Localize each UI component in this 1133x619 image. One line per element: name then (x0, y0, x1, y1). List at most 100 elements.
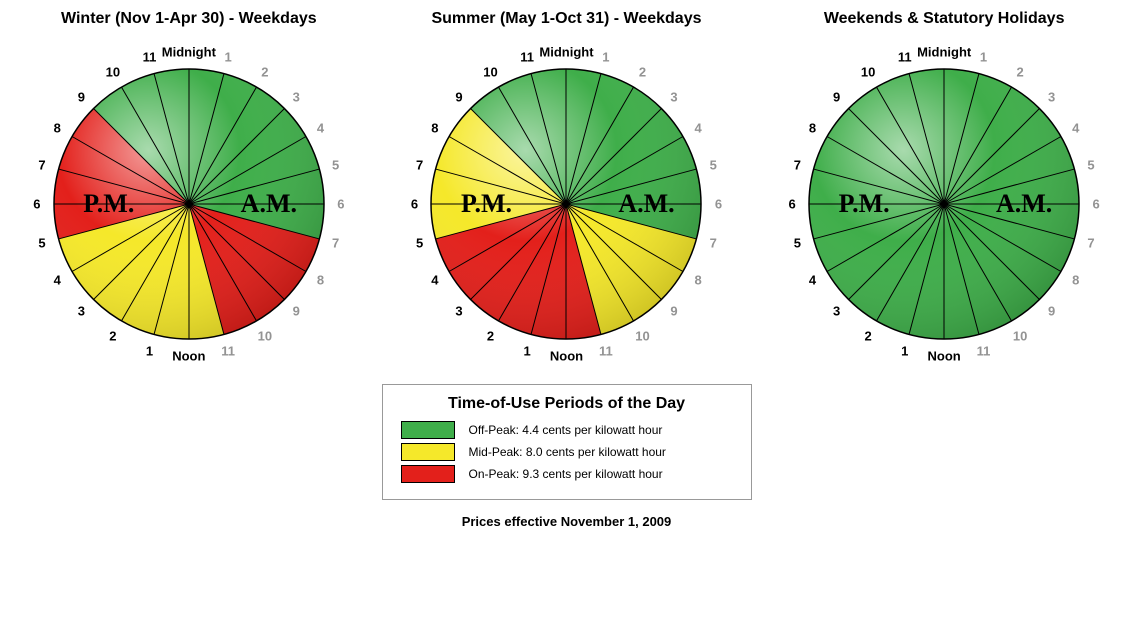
hour-label: 2 (109, 328, 116, 343)
hour-label: 10 (106, 65, 120, 80)
hour-label: 5 (332, 157, 339, 172)
pm-label: P.M. (461, 189, 512, 219)
clock-column: Weekends & Statutory Holidays Midnight 1 2 3… (764, 10, 1124, 374)
legend-swatch (401, 421, 455, 439)
hour-label: Midnight (539, 45, 593, 60)
hour-label: 5 (38, 236, 45, 251)
hour-label: 4 (1072, 121, 1079, 136)
am-label: A.M. (241, 189, 297, 219)
legend-title: Time-of-Use Periods of the Day (401, 395, 733, 413)
hour-label: 8 (694, 273, 701, 288)
hour-label: 1 (901, 343, 908, 358)
pm-label: P.M. (839, 189, 890, 219)
hour-label: 4 (431, 273, 438, 288)
hour-label: 7 (332, 236, 339, 251)
hour-label: 10 (483, 65, 497, 80)
am-label: A.M. (618, 189, 674, 219)
legend-label: Off-Peak: 4.4 cents per kilowatt hour (469, 423, 663, 437)
hour-label: 1 (225, 50, 232, 65)
am-label: A.M. (996, 189, 1052, 219)
hour-label: 2 (487, 328, 494, 343)
hour-label: 7 (794, 157, 801, 172)
hour-label: 9 (78, 89, 85, 104)
hour-label: 4 (809, 273, 816, 288)
legend-rows: Off-Peak: 4.4 cents per kilowatt hour Mid… (401, 421, 733, 483)
hour-label: 8 (54, 121, 61, 136)
hour-label: 8 (1072, 273, 1079, 288)
hour-label: 6 (789, 197, 796, 212)
hour-label: 8 (809, 121, 816, 136)
clock-column: Winter (Nov 1-Apr 30) - Weekdays Midnight… (9, 10, 369, 374)
clocks-row: Winter (Nov 1-Apr 30) - Weekdays Midnight… (0, 10, 1133, 374)
hour-label: 6 (33, 197, 40, 212)
hour-label: 6 (1093, 197, 1100, 212)
hour-label: 9 (1048, 304, 1055, 319)
legend-swatch (401, 465, 455, 483)
hour-label: 1 (602, 50, 609, 65)
hour-label: 10 (258, 328, 272, 343)
hour-label: 1 (980, 50, 987, 65)
page: Winter (Nov 1-Apr 30) - Weekdays Midnight… (0, 0, 1133, 619)
hour-label: Noon (172, 349, 205, 364)
footer-note: Prices effective November 1, 2009 (0, 514, 1133, 529)
hour-label: 6 (411, 197, 418, 212)
hour-label: 7 (710, 236, 717, 251)
hour-label: 5 (794, 236, 801, 251)
hour-label: 2 (1017, 65, 1024, 80)
hour-label: 1 (524, 343, 531, 358)
hour-label: 4 (694, 121, 701, 136)
hour-label: 10 (1013, 328, 1027, 343)
hour-label: 2 (865, 328, 872, 343)
hour-label: 8 (317, 273, 324, 288)
legend-label: Mid-Peak: 8.0 cents per kilowatt hour (469, 445, 666, 459)
hour-label: 2 (639, 65, 646, 80)
hour-label: 11 (143, 50, 157, 65)
hour-label: 9 (293, 304, 300, 319)
legend-label: On-Peak: 9.3 cents per kilowatt hour (469, 467, 663, 481)
clock-title: Summer (May 1-Oct 31) - Weekdays (431, 10, 701, 28)
hour-label: 5 (1087, 157, 1094, 172)
hour-label: 4 (54, 273, 61, 288)
legend-row: Mid-Peak: 8.0 cents per kilowatt hour (401, 443, 733, 461)
legend-box: Time-of-Use Periods of the Day Off-Peak:… (382, 384, 752, 500)
hour-label: 4 (317, 121, 324, 136)
hour-label: 5 (710, 157, 717, 172)
hour-label: Noon (550, 349, 583, 364)
hour-label: Midnight (917, 45, 971, 60)
clock: Midnight 1 2 3 4 5 6 7 8 9 10 11 Noon 1 2 3 4 5 6 7 8 9 10 11 A.… (396, 34, 736, 374)
hour-label: 1 (146, 343, 153, 358)
hour-label: Midnight (162, 45, 216, 60)
clock: Midnight1234567891011Noon1234567891011A.… (774, 34, 1114, 374)
hour-label: 10 (861, 65, 875, 80)
hour-label: 11 (599, 343, 613, 358)
legend-swatch (401, 443, 455, 461)
clock-title: Weekends & Statutory Holidays (824, 10, 1065, 28)
pm-label: P.M. (83, 189, 134, 219)
hour-label: Noon (928, 349, 961, 364)
hour-label: 8 (431, 121, 438, 136)
hour-label: 11 (977, 343, 991, 358)
hour-label: 9 (455, 89, 462, 104)
hour-label: 3 (670, 89, 677, 104)
clock: Midnight 1 2 3 4 5 6 7 8 9 10 11 Noon 1 2 3 4 5 6 7 8 9 10 11 A.… (19, 34, 359, 374)
hour-label: 6 (337, 197, 344, 212)
hour-label: 2 (261, 65, 268, 80)
hour-label: 11 (898, 50, 912, 65)
clock-title: Winter (Nov 1-Apr 30) - Weekdays (61, 10, 317, 28)
hour-label: 9 (670, 304, 677, 319)
hour-label: 3 (78, 304, 85, 319)
hour-label: 11 (520, 50, 534, 65)
hour-label: 5 (416, 236, 423, 251)
hour-label: 7 (416, 157, 423, 172)
hour-label: 9 (833, 89, 840, 104)
hour-label: 7 (1087, 236, 1094, 251)
hour-label: 7 (38, 157, 45, 172)
hour-label: 6 (715, 197, 722, 212)
clock-column: Summer (May 1-Oct 31) - Weekdays Midnight… (386, 10, 746, 374)
legend-row: On-Peak: 9.3 cents per kilowatt hour (401, 465, 733, 483)
hour-label: 3 (293, 89, 300, 104)
hour-label: 3 (455, 304, 462, 319)
hour-label: 10 (635, 328, 649, 343)
hour-label: 3 (1048, 89, 1055, 104)
hour-label: 11 (221, 343, 235, 358)
